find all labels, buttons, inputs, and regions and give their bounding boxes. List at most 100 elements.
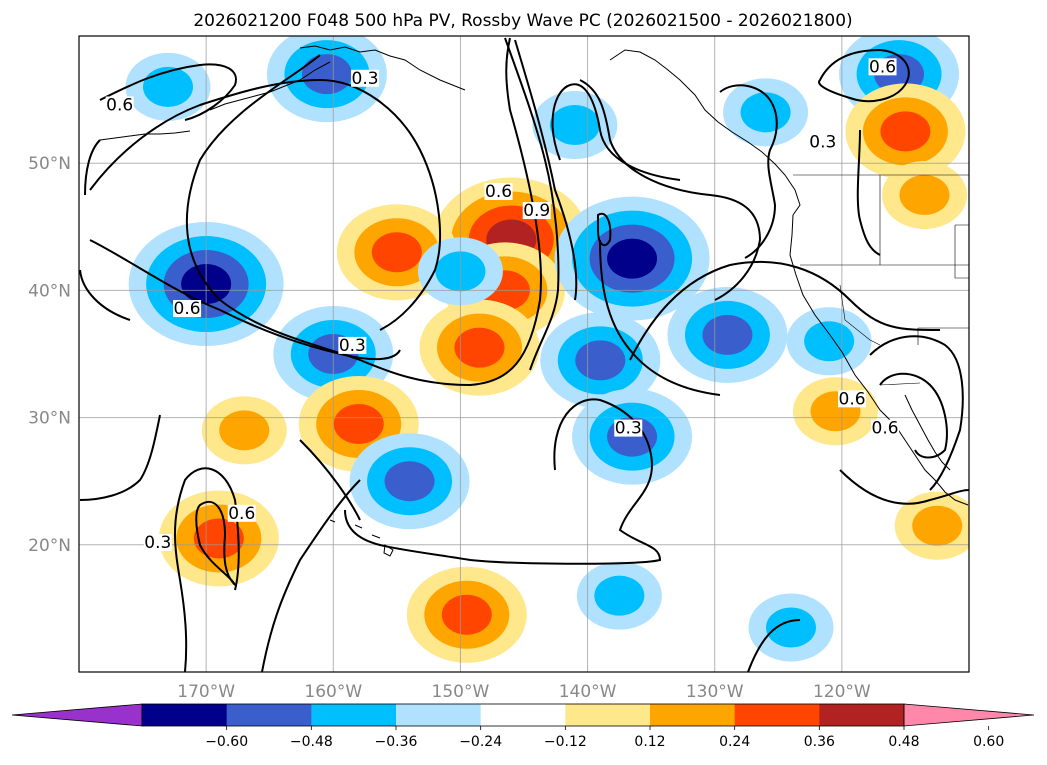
- colorbar-outline: [141, 703, 905, 727]
- colorbar-bin: [396, 704, 482, 726]
- contour-0.3-hawaii-2: [299, 439, 361, 521]
- contour-0.6-northwest: [99, 63, 237, 121]
- lon-tick-label: 130°W: [686, 682, 744, 702]
- contour-label: 0.3: [615, 419, 642, 439]
- contour-label-bg: [808, 133, 837, 151]
- pv-anomaly-blob: [454, 327, 505, 368]
- chart-title: 2026021200 F048 500 hPa PV, Rossby Wave …: [193, 11, 852, 31]
- colorbar-bin: [650, 704, 736, 726]
- colorbar-extend-high: [903, 703, 1035, 727]
- contour-0.6-southwest: [195, 500, 236, 586]
- contour-label-bg: [871, 419, 900, 437]
- lon-tick-label: 160°W: [304, 682, 362, 702]
- pv-anomaly-blob: [594, 575, 645, 616]
- contour-label-bg: [173, 300, 202, 318]
- contour-0.6-trough: [504, 37, 560, 371]
- contour-east-band: [599, 239, 721, 396]
- hawaii-oahu: [354, 524, 363, 529]
- map-gridlines: [79, 36, 969, 672]
- contour-south-east-corner: [747, 619, 801, 672]
- colorbar-tick-label: −0.12: [544, 734, 587, 750]
- contour-0.9-california: [879, 372, 948, 459]
- pv-anomaly-blob: [143, 66, 193, 107]
- colorbar-tick-label: 0.12: [634, 734, 665, 750]
- axis-tick-labels: 170°W 160°W 150°W 140°W 130°W 120°W 50°N 40°N 30…: [28, 154, 871, 702]
- pv-anomaly-blob: [441, 594, 492, 635]
- contour-label: 0.6: [174, 299, 201, 319]
- colorbar-tick-label: 0.48: [888, 734, 919, 750]
- hawaii-big-island: [383, 544, 394, 557]
- colorbar-extend-low: [11, 703, 143, 727]
- contour-label-bg: [522, 202, 551, 220]
- pv-anomaly-blob: [804, 321, 855, 362]
- colorbar-tick-label: −0.36: [375, 734, 418, 750]
- contour-northeast-tail: [856, 129, 881, 256]
- contour-label: 0.6: [869, 57, 896, 77]
- contour-0.9-trough: [514, 39, 578, 301]
- contour-label-bg: [838, 390, 867, 408]
- colorbar-tick-label: 0.60: [973, 734, 1004, 750]
- pv-anomaly-blob: [766, 607, 816, 648]
- state-border-3: [954, 224, 969, 279]
- contour-0.3-gyre: [89, 78, 441, 331]
- contour-small-loop: [597, 212, 612, 247]
- colorbar-tick-label: −0.48: [290, 734, 333, 750]
- contour-label: 0.6: [839, 389, 866, 409]
- contour-mexico: [839, 469, 969, 505]
- colorbar-tick-label: −0.24: [459, 734, 502, 750]
- lon-tick-label: 120°W: [813, 682, 871, 702]
- contour-label-bg: [351, 69, 380, 87]
- lat-tick-label: 30°N: [28, 409, 71, 429]
- contour-0.3-coast: [719, 84, 778, 259]
- colorbar-tick-label: 0.36: [804, 734, 835, 750]
- contour-label-bg: [484, 183, 513, 200]
- contour-label: 0.3: [339, 336, 366, 356]
- lat-tick-label: 40°N: [28, 281, 71, 301]
- colorbar-bin: [480, 704, 566, 726]
- contour-label: 0.3: [352, 69, 379, 89]
- colorbar-bin: [142, 704, 228, 726]
- pv-anomaly-blob: [219, 410, 270, 451]
- hawaii-kauai: [329, 519, 336, 523]
- us-west-coast: [789, 214, 969, 506]
- contour-0.3-hawaii: [344, 509, 471, 561]
- colorbar-bin: [819, 704, 905, 726]
- contour-label-bg: [868, 58, 897, 76]
- contour-east-band-2: [629, 261, 941, 361]
- pv-anomaly-blob: [193, 518, 244, 559]
- baja-peninsula: [904, 394, 951, 471]
- colorbar-tick-label: 0.24: [719, 734, 750, 750]
- contour-0.3-north-pacific: [185, 37, 542, 387]
- pv-anomaly-blob: [912, 505, 963, 546]
- contour-label: 0.6: [872, 419, 899, 439]
- colorbar-bin: [311, 704, 397, 726]
- contour-label-bg: [105, 96, 134, 114]
- coastlines: [99, 45, 969, 557]
- colorbar: −0.60 −0.48 −0.36 −0.24 −0.12 0.12 0.24 0.36 0.4…: [11, 703, 1035, 750]
- pv-anomaly-blob: [880, 111, 931, 152]
- contour-label: 0.3: [809, 132, 836, 152]
- hawaii-maui: [371, 534, 381, 539]
- lon-tick-label: 150°W: [432, 682, 490, 702]
- contour-label-bg: [614, 419, 643, 437]
- pv-anomaly-blob: [549, 105, 600, 146]
- bc-coast: [609, 49, 801, 216]
- contour-label: 0.6: [106, 96, 133, 116]
- pv-anomaly-blob: [899, 175, 950, 215]
- pv-anomaly-blob: [371, 232, 422, 273]
- pv-anomaly-fills: [125, 36, 969, 663]
- colorbar-bin: [226, 704, 312, 726]
- colorbar-bin: [565, 704, 651, 726]
- contour-0.6-northeast: [818, 48, 910, 103]
- contour-0.3-southwest: [174, 467, 240, 672]
- contour-label: 0.6: [228, 504, 255, 524]
- lat-tick-label: 20°N: [28, 536, 71, 556]
- pv-anomaly-blob: [702, 314, 753, 355]
- contour-0.6-westedge: [79, 269, 131, 321]
- california-border: [839, 284, 881, 346]
- pv-anomaly-blob: [384, 461, 435, 502]
- pv-anomaly-blob: [607, 238, 658, 279]
- contour-label-bg: [227, 504, 256, 522]
- contour-0.3-south: [469, 398, 662, 565]
- alaska-coast: [299, 45, 466, 91]
